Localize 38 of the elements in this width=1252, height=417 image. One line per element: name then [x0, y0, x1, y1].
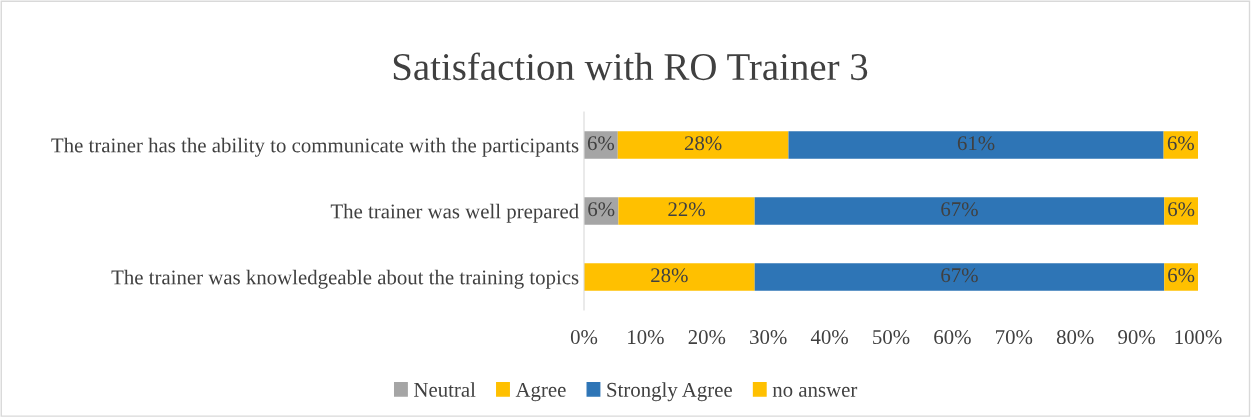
data-label: 6% — [1168, 202, 1195, 217]
data-label: 28% — [651, 268, 688, 283]
data-label: 61% — [957, 136, 995, 151]
x-tick-label: 100% — [1175, 330, 1222, 345]
data-label: 6% — [1167, 136, 1194, 151]
bar — [1164, 197, 1198, 225]
y-tick-label: The trainer was well prepared — [330, 203, 579, 223]
y-tick-label: The trainer was knowledgeable about the training topics — [111, 269, 579, 289]
x-tick-label: 60% — [934, 330, 971, 345]
x-tick-label: 40% — [810, 330, 848, 345]
legend-label: Neutral — [414, 382, 476, 397]
bar — [788, 131, 1164, 159]
data-label: 67% — [941, 268, 978, 283]
bar — [754, 263, 1165, 291]
x-tick-label: 90% — [1118, 330, 1155, 345]
x-tick-label: 70% — [996, 330, 1033, 345]
legend-label: Strongly Agree — [607, 382, 732, 402]
legend-label: no answer — [772, 386, 858, 397]
legend-label: Agree — [515, 382, 566, 402]
bar — [617, 131, 789, 159]
x-tick-label: 50% — [873, 330, 910, 345]
x-tick-label: 30% — [750, 330, 787, 345]
x-tick-label: 20% — [688, 330, 726, 345]
x-tick-label: 80% — [1056, 330, 1094, 345]
data-label: 6% — [587, 136, 615, 151]
bar — [754, 197, 1165, 225]
bar — [1164, 263, 1198, 291]
x-tick-label: 0% — [570, 330, 598, 345]
data-label: 28% — [684, 136, 722, 151]
chart-title: Satisfaction with RO Trainer 3 — [393, 52, 868, 81]
data-label: 22% — [668, 202, 705, 217]
bar — [584, 263, 755, 291]
data-label: 6% — [588, 202, 615, 217]
bar — [618, 197, 755, 225]
x-tick-label: 10% — [628, 330, 664, 345]
data-label: 6% — [1168, 268, 1195, 283]
data-label: 67% — [941, 202, 978, 217]
y-tick-label: The trainer has the ability to communicate with the participants — [51, 137, 579, 157]
